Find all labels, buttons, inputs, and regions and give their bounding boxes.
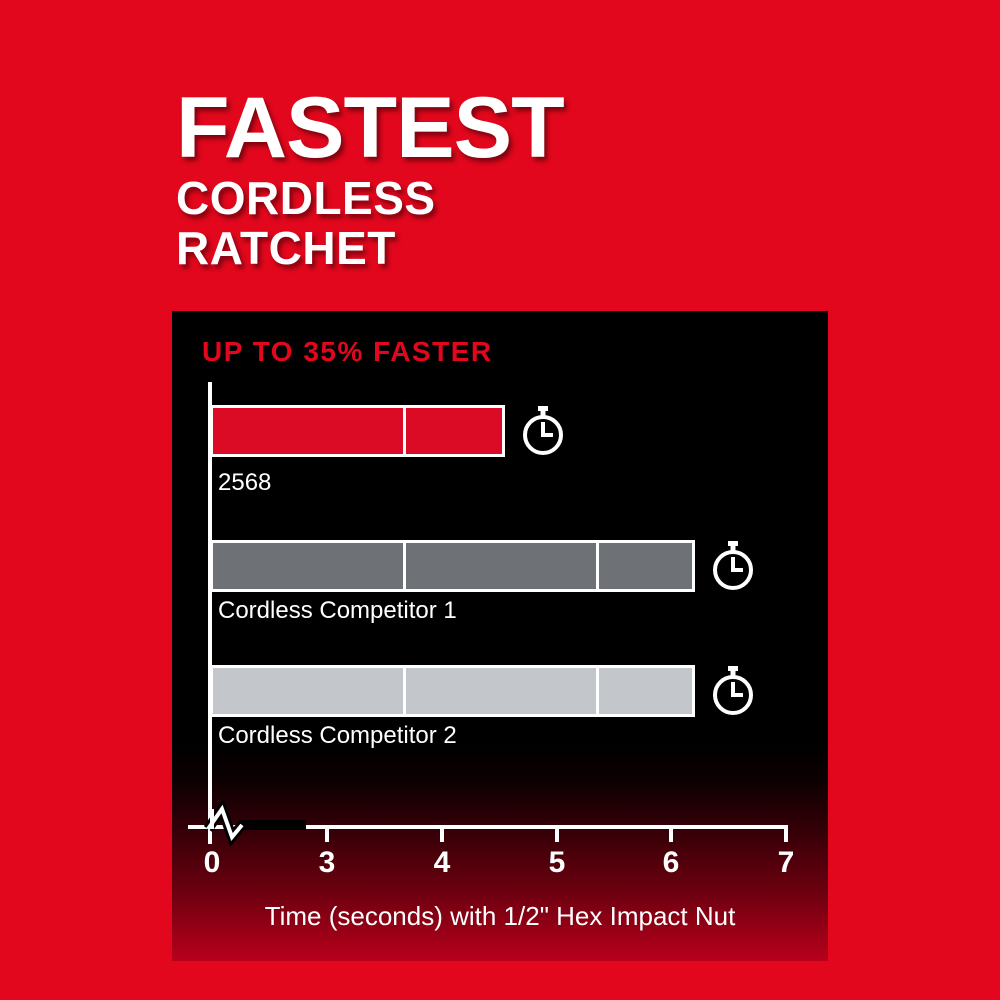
bar-row: [210, 540, 765, 592]
bar-label: 2568: [218, 469, 272, 496]
stopwatch-icon: [519, 405, 567, 457]
x-tick-label: 0: [203, 846, 221, 879]
headline-line-tertiary: RATCHET: [176, 222, 396, 275]
axis-break-icon: [203, 801, 306, 847]
y-axis-line: [208, 382, 212, 844]
bar-segment: [406, 408, 502, 454]
bar-segment: [406, 668, 599, 714]
bar-segment: [213, 668, 406, 714]
stopwatch-icon: [709, 540, 757, 592]
chart-plot-area: 2568 Cordless Competitor 1 Cordless Compet…: [172, 311, 828, 961]
x-tick-label: 7: [777, 846, 795, 879]
bar-3: [210, 665, 695, 717]
x-axis-line: [188, 825, 788, 829]
bar-label: Cordless Competitor 1: [218, 597, 457, 624]
bar-segment: [599, 543, 692, 589]
bar-2: [210, 540, 695, 592]
x-tick: [669, 825, 673, 842]
bar-row: [210, 665, 765, 717]
x-tick-label: 5: [548, 846, 566, 879]
chart-panel: UP TO 35% FASTER 2568 Cordless Competitor…: [172, 311, 828, 961]
bar-label: Cordless Competitor 2: [218, 722, 457, 749]
axis-caption: Time (seconds) with 1/2" Hex Impact Nut: [264, 901, 736, 931]
bar-1: [210, 405, 505, 457]
x-tick-label: 6: [662, 846, 680, 879]
stopwatch-icon: [709, 665, 757, 717]
bar-segment: [406, 543, 599, 589]
x-tick: [555, 825, 559, 842]
x-tick-label: 3: [318, 846, 336, 879]
chart-title: UP TO 35% FASTER: [202, 336, 493, 367]
x-tick: [325, 825, 329, 842]
x-tick: [210, 809, 214, 829]
headline-block: FASTEST CORDLESS RATCHET: [176, 85, 876, 275]
x-tick-label: 4: [433, 846, 451, 879]
bar-segment: [599, 668, 692, 714]
x-tick: [784, 825, 788, 842]
x-tick: [440, 825, 444, 842]
headline-line-primary: FASTEST: [176, 80, 565, 176]
bar-row: [210, 405, 575, 457]
bar-segment: [213, 543, 406, 589]
bar-segment: [213, 408, 406, 454]
headline-line-secondary: CORDLESS: [176, 172, 436, 225]
